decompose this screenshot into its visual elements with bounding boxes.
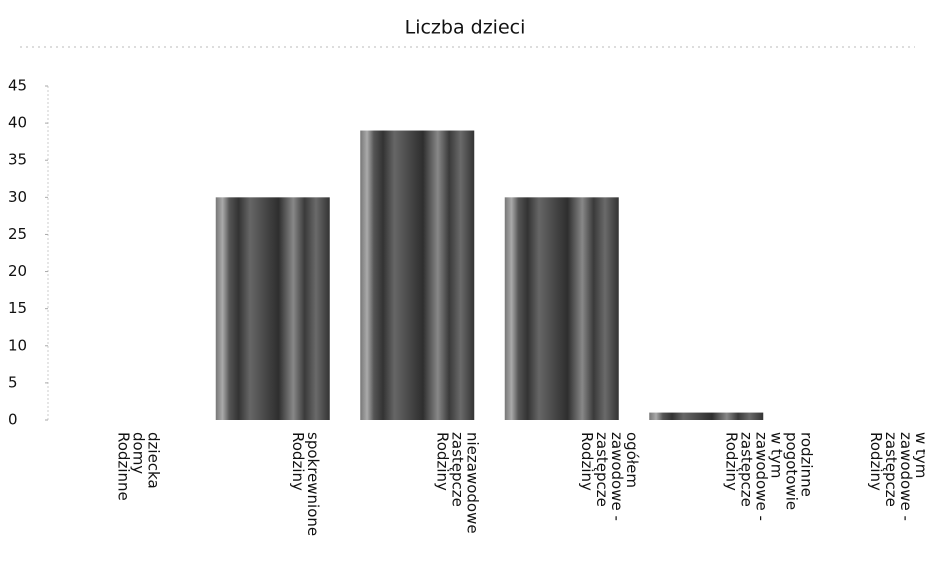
bar xyxy=(649,412,764,420)
y-tick-label: 20 xyxy=(8,262,27,280)
y-tick-label: 35 xyxy=(8,151,27,169)
y-tick-label: 30 xyxy=(8,188,27,206)
y-tick-label: 15 xyxy=(8,299,27,317)
x-tick-label: Rodzinyzastępczezawodowe -ogółem xyxy=(578,432,641,521)
y-tick-label: 40 xyxy=(8,114,27,132)
y-tick-label: 25 xyxy=(8,225,27,243)
x-tick-label: Rodzinyzastępczezawodowe -w tymspecjalis… xyxy=(867,432,925,546)
x-tick-label: Rodzinyspokrewnione xyxy=(289,432,322,536)
x-tick-label: Rodzinyzastępczeniezawodowe xyxy=(434,432,482,534)
chart-title: Liczba dzieci xyxy=(405,17,526,39)
y-tick-label: 45 xyxy=(8,77,27,95)
x-tick-label: Rodzinnedomydziecka xyxy=(115,432,163,501)
y-tick-label: 10 xyxy=(8,336,27,354)
y-tick-label: 0 xyxy=(8,411,18,429)
x-tick-label: Rodzinyzastępczezawodowe -w tympogotowie… xyxy=(723,432,816,521)
bar xyxy=(360,130,475,421)
bar xyxy=(215,197,330,420)
bar xyxy=(504,197,619,420)
y-tick-label: 5 xyxy=(8,373,18,391)
